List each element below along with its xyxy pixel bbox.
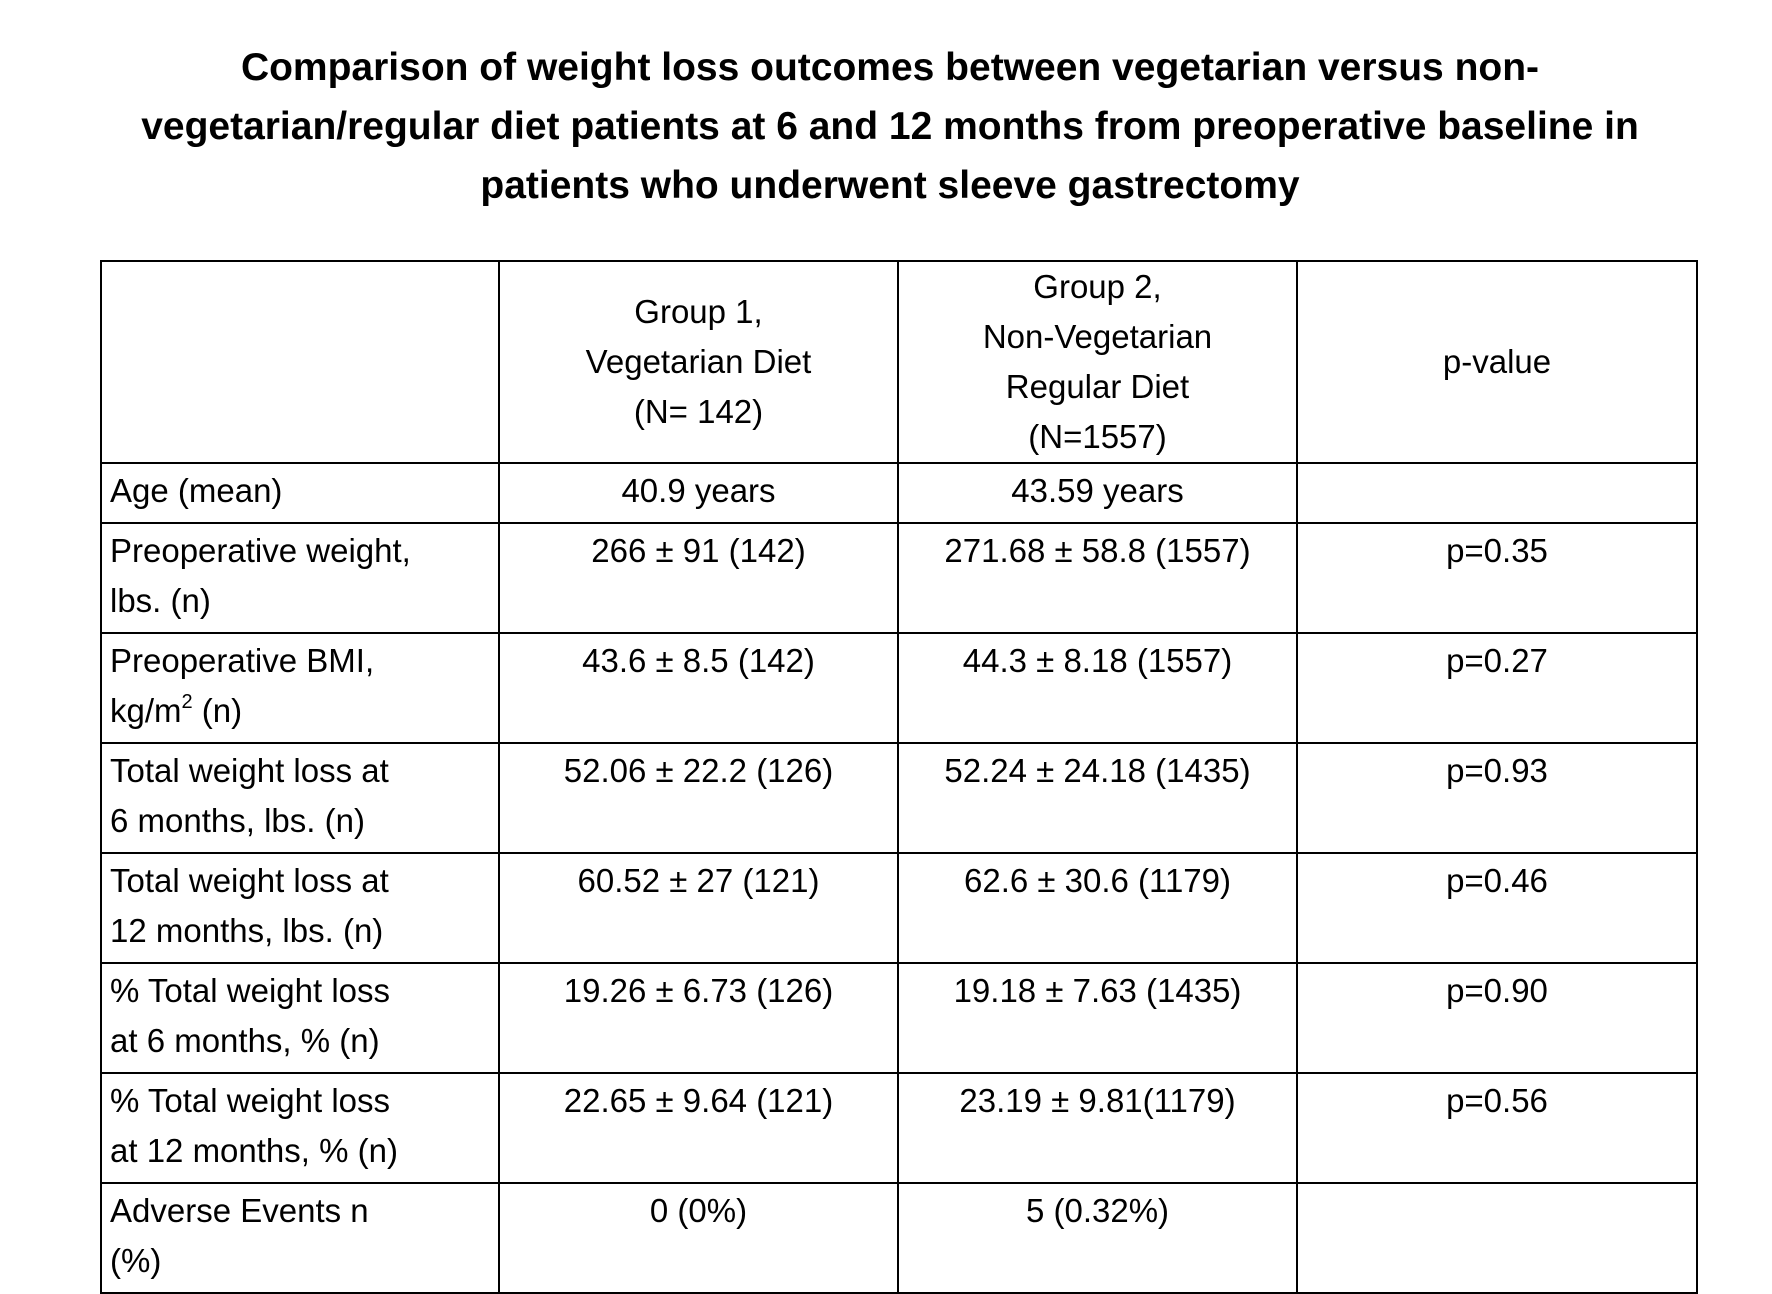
header-group2-line: (N=1557)	[1028, 418, 1167, 455]
row-label-line: Age (mean)	[110, 472, 283, 509]
group2-value: 19.18 ± 7.63 (1435)	[897, 962, 1298, 1074]
header-group2: Group 2, Non-Vegetarian Regular Diet (N=…	[897, 260, 1298, 464]
table-row: Preoperative BMI, kg/m2 (n) 43.6 ± 8.5 (…	[100, 632, 1698, 744]
group2-value: 44.3 ± 8.18 (1557)	[897, 632, 1298, 744]
group1-value: 43.6 ± 8.5 (142)	[498, 632, 899, 744]
group1-value: 22.65 ± 9.64 (121)	[498, 1072, 899, 1184]
table-row: Age (mean) 40.9 years 43.59 years	[100, 462, 1698, 524]
row-label: Total weight loss at 12 months, lbs. (n)	[100, 852, 500, 964]
group2-value: 52.24 ± 24.18 (1435)	[897, 742, 1298, 854]
group2-value: 62.6 ± 30.6 (1179)	[897, 852, 1298, 964]
row-label-line: at 12 months, % (n)	[110, 1132, 398, 1169]
group2-value: 5 (0.32%)	[897, 1182, 1298, 1294]
unit-base: kg/m	[110, 692, 182, 729]
header-pvalue: p-value	[1296, 260, 1698, 464]
row-label: Age (mean)	[100, 462, 500, 524]
p-value: p=0.27	[1296, 632, 1698, 744]
row-label-line: at 6 months, % (n)	[110, 1022, 380, 1059]
header-group2-line: Group 2,	[1033, 268, 1162, 305]
table-row: Adverse Events n (%) 0 (0%) 5 (0.32%)	[100, 1182, 1698, 1294]
row-label: Total weight loss at 6 months, lbs. (n)	[100, 742, 500, 854]
row-label-line: % Total weight loss	[110, 972, 391, 1009]
results-table: Group 1, Vegetarian Diet (N= 142) Group …	[100, 260, 1698, 1294]
row-label-line: kg/m2 (n)	[110, 686, 490, 736]
table-row: Total weight loss at 12 months, lbs. (n)…	[100, 852, 1698, 964]
row-label-line: Preoperative weight,	[110, 532, 411, 569]
group2-value: 271.68 ± 58.8 (1557)	[897, 522, 1298, 634]
group2-value: 43.59 years	[897, 462, 1298, 524]
unit-suffix: (n)	[192, 692, 243, 729]
p-value: p=0.46	[1296, 852, 1698, 964]
row-label: % Total weight loss at 6 months, % (n)	[100, 962, 500, 1074]
group1-value: 19.26 ± 6.73 (126)	[498, 962, 899, 1074]
header-group2-line: Non-Vegetarian	[982, 318, 1213, 355]
group1-value: 40.9 years	[498, 462, 899, 524]
row-label: % Total weight loss at 12 months, % (n)	[100, 1072, 500, 1184]
unit-superscript: 2	[181, 691, 193, 713]
row-label-line: Preoperative BMI,	[110, 642, 375, 679]
header-row: Group 1, Vegetarian Diet (N= 142) Group …	[100, 260, 1698, 464]
row-label-line: Total weight loss at	[110, 862, 389, 899]
p-value: p=0.35	[1296, 522, 1698, 634]
table-row: % Total weight loss at 6 months, % (n) 1…	[100, 962, 1698, 1074]
header-group2-line: Regular Diet	[1005, 368, 1190, 405]
table-row: Total weight loss at 6 months, lbs. (n) …	[100, 742, 1698, 854]
row-label-line: % Total weight loss	[110, 1082, 391, 1119]
p-value: p=0.56	[1296, 1072, 1698, 1184]
header-group1-line: (N= 142)	[633, 393, 764, 430]
row-label: Adverse Events n (%)	[100, 1182, 500, 1294]
header-empty-cell	[100, 260, 500, 464]
header-group1-line: Vegetarian Diet	[585, 343, 812, 380]
p-value	[1296, 462, 1698, 524]
group1-value: 52.06 ± 22.2 (126)	[498, 742, 899, 854]
table-title: Comparison of weight loss outcomes betwe…	[141, 46, 1639, 207]
p-value: p=0.93	[1296, 742, 1698, 854]
group1-value: 60.52 ± 27 (121)	[498, 852, 899, 964]
table-row: % Total weight loss at 12 months, % (n) …	[100, 1072, 1698, 1184]
group1-value: 0 (0%)	[498, 1182, 899, 1294]
row-label-line: 12 months, lbs. (n)	[110, 912, 384, 949]
row-label: Preoperative weight, lbs. (n)	[100, 522, 500, 634]
header-group1-line: Group 1,	[634, 293, 763, 330]
row-label: Preoperative BMI, kg/m2 (n)	[100, 632, 500, 744]
row-label-line: Adverse Events n	[110, 1192, 369, 1229]
table-row: Preoperative weight, lbs. (n) 266 ± 91 (…	[100, 522, 1698, 634]
p-value	[1296, 1182, 1698, 1294]
group2-value: 23.19 ± 9.81(1179)	[897, 1072, 1298, 1184]
p-value: p=0.90	[1296, 962, 1698, 1074]
row-label-line: (%)	[110, 1242, 162, 1279]
group1-value: 266 ± 91 (142)	[498, 522, 899, 634]
row-label-line: 6 months, lbs. (n)	[110, 802, 365, 839]
row-label-line: Total weight loss at	[110, 752, 389, 789]
row-label-line: lbs. (n)	[110, 582, 211, 619]
header-group1: Group 1, Vegetarian Diet (N= 142)	[498, 260, 899, 464]
